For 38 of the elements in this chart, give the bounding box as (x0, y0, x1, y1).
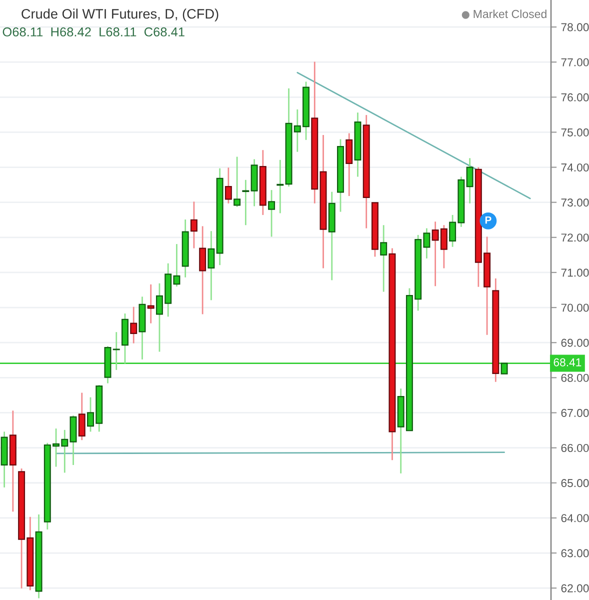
y-tick-label: 63.00 (561, 549, 589, 558)
y-tick-label: 76.00 (561, 93, 589, 102)
candlestick (112, 331, 120, 371)
text: Crude Oil WTI Futures, D, (CFD) (22, 8, 218, 22)
y-tick-label: 65.00 (561, 479, 589, 488)
candlestick (466, 157, 474, 204)
y-tick-label: 66.00 (561, 444, 589, 452)
annotation: P (485, 216, 492, 224)
ref-line-label: 68.41 (554, 358, 582, 366)
y-tick-label: 62.00 (561, 584, 589, 592)
y-tick-label: 68.00 (561, 374, 589, 382)
candlestick (199, 225, 206, 315)
candlestick (268, 189, 276, 238)
y-tick-label: 64.00 (561, 514, 589, 522)
candlestick (346, 132, 353, 197)
y-tick-label: 74.00 (561, 163, 589, 172)
text: O68.11 H68.42 L68.11 C68.41 (2, 27, 184, 36)
candlestick (500, 362, 508, 374)
candlestick (130, 306, 138, 344)
y-tick-label: 77.00 (561, 58, 589, 66)
candlestick (380, 224, 388, 292)
y-tick-label: 75.00 (561, 128, 589, 136)
y-tick-label: 69.00 (561, 338, 589, 347)
candlestick (147, 284, 154, 324)
y-tick-label: 73.00 (561, 198, 589, 207)
candlestick (242, 179, 250, 226)
candlestick (78, 392, 86, 441)
candlestick (208, 230, 215, 301)
y-tick-label: 67.00 (561, 408, 589, 417)
y-tick-label: 71.00 (561, 268, 589, 277)
y-tick-label: 78.00 (561, 23, 589, 32)
y-tick-label: 70.00 (561, 304, 589, 312)
y-tick-label: 72.00 (561, 234, 589, 242)
candlestick (190, 200, 198, 249)
candlestick (224, 166, 232, 204)
candlestick (234, 156, 241, 208)
candlestick (276, 159, 284, 214)
annotation: Market Closed (474, 10, 546, 18)
